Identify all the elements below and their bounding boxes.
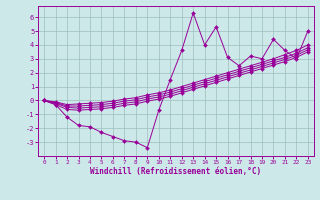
X-axis label: Windchill (Refroidissement éolien,°C): Windchill (Refroidissement éolien,°C): [91, 167, 261, 176]
